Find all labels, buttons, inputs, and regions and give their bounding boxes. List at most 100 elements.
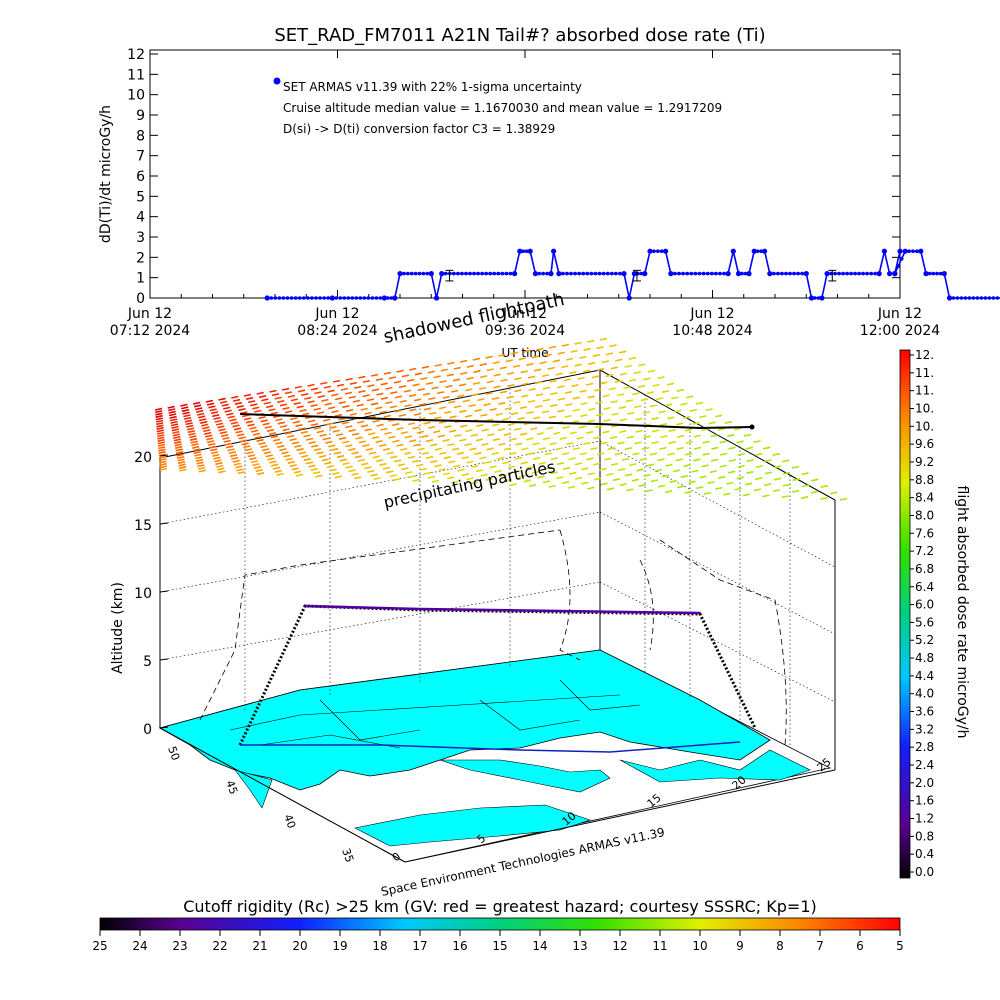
precip-mark [379, 410, 387, 414]
precip-mark [470, 433, 478, 437]
data-point [833, 271, 837, 276]
data-point [656, 249, 660, 253]
precip-mark [294, 385, 303, 389]
precip-mark [466, 364, 474, 368]
precip-mark [219, 431, 228, 435]
cb-bottom-label: 9 [736, 939, 744, 953]
precip-mark [413, 412, 422, 416]
x-tick-time: 10:48 2024 [672, 323, 753, 339]
precip-mark [197, 464, 205, 468]
data-point [784, 271, 788, 276]
x-tick-time: 09:36 2024 [485, 323, 566, 339]
precip-mark [365, 447, 373, 451]
precip-mark [471, 393, 479, 397]
precip-mark [170, 420, 178, 424]
precip-mark [465, 388, 473, 392]
precip-mark [268, 408, 276, 412]
precip-mark [634, 405, 642, 409]
precip-mark [629, 463, 637, 467]
precip-mark [258, 442, 266, 446]
precip-mark [345, 444, 353, 448]
precip-mark [303, 458, 311, 462]
precip-mark [295, 424, 303, 428]
data-point [824, 271, 830, 277]
precip-mark [507, 384, 515, 388]
precip-mark [449, 415, 457, 419]
precip-mark [277, 400, 285, 404]
precip-mark [388, 376, 397, 380]
precip-mark [460, 371, 468, 375]
precip-mark [213, 456, 221, 460]
precip-mark [331, 447, 339, 451]
precip-mark [175, 445, 183, 449]
precip-mark [340, 387, 349, 391]
precip-mark [277, 421, 286, 425]
precip-mark [782, 483, 791, 487]
precip-mark [534, 405, 543, 409]
precip-mark [548, 484, 556, 488]
precip-mark [375, 440, 383, 444]
precip-mark [332, 472, 340, 476]
precip-mark [376, 423, 384, 427]
precip-mark [416, 463, 424, 467]
precip-mark [379, 462, 387, 466]
precip-mark [348, 395, 356, 399]
cb-right-label: 4.8 [915, 651, 934, 665]
precip-mark [565, 403, 573, 407]
precip-mark [393, 380, 402, 384]
rigidity-colorbar-title: Cutoff rigidity (Rc) >25 km (GV: red = g… [183, 897, 817, 916]
precip-mark [392, 423, 400, 427]
cb-right-label: 7.2 [915, 544, 934, 558]
data-point [873, 271, 877, 276]
precip-mark [251, 429, 259, 433]
annotation-line-1: SET ARMAS v11.39 with 22% 1-sigma uncert… [283, 80, 582, 94]
precip-mark [518, 357, 526, 361]
data-point [659, 249, 664, 253]
precip-mark [452, 447, 460, 451]
precip-mark [392, 478, 401, 482]
precip-mark [491, 452, 500, 456]
data-point [439, 271, 445, 277]
data-point [639, 271, 644, 276]
cb-right-label: 2.4 [915, 758, 934, 772]
precip-mark [217, 467, 225, 471]
cb-right-label: 8.8 [915, 473, 934, 487]
precip-mark [619, 350, 627, 354]
precip-mark [550, 392, 558, 396]
precip-mark [362, 444, 370, 448]
data-point [685, 271, 689, 276]
dose-rate-series [264, 248, 1000, 301]
data-point [642, 271, 648, 277]
data-point [857, 271, 861, 276]
precip-mark [536, 432, 544, 436]
data-point [521, 249, 526, 253]
precip-mark [265, 405, 274, 409]
precip-mark [183, 416, 192, 420]
precip-mark [692, 421, 700, 425]
precip-mark [530, 427, 538, 431]
precip-mark [327, 406, 336, 410]
data-point [589, 271, 594, 276]
precip-mark [515, 442, 523, 446]
data-point [701, 271, 706, 276]
precip-mark [212, 453, 220, 457]
precip-mark [305, 461, 314, 465]
precip-mark [531, 470, 540, 474]
data-point [841, 271, 845, 276]
precip-mark [404, 404, 412, 408]
precip-mark [386, 451, 394, 455]
cb-bottom-label: 7 [816, 939, 824, 953]
precip-mark [671, 396, 679, 400]
precip-mark [676, 388, 684, 392]
precip-mark [168, 410, 176, 414]
y-tick-label: 5 [136, 189, 145, 205]
precip-mark [514, 389, 522, 393]
precip-mark [607, 447, 615, 451]
precip-mark [688, 480, 696, 484]
precip-mark [412, 426, 420, 430]
precip-mark [423, 471, 432, 475]
precip-mark [538, 447, 546, 451]
precip-mark [348, 447, 356, 451]
precip-mark [201, 423, 209, 427]
z-tick-mark [159, 454, 169, 457]
